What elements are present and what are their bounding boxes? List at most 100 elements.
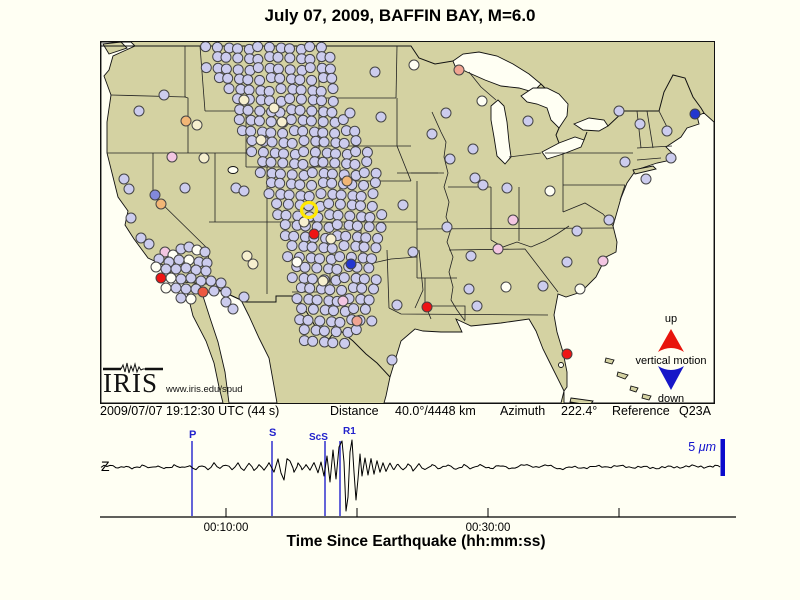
station-dot xyxy=(471,300,483,312)
tick-label: 00:10:00 xyxy=(204,522,249,534)
grid-station-dot xyxy=(356,282,368,294)
grid-station-dot xyxy=(253,115,265,127)
vertical-motion-legend: up vertical motion down xyxy=(614,313,728,409)
vancouver-island xyxy=(102,42,128,55)
grid-station-dot xyxy=(233,114,245,126)
iris-logo-waveform-icon xyxy=(103,362,163,374)
grid-station-dot xyxy=(286,272,298,284)
grid-station-dot xyxy=(366,315,378,327)
grid-station-dot xyxy=(376,209,388,221)
grid-station-dot xyxy=(360,232,372,244)
grid-station-dot xyxy=(351,220,363,232)
station-dot xyxy=(453,64,465,76)
station-dot xyxy=(173,254,185,266)
station-dot xyxy=(123,183,135,195)
grid-station-dot xyxy=(350,146,362,158)
grid-station-dot xyxy=(277,157,289,169)
grid-station-dot xyxy=(326,72,338,84)
pacific-ocean xyxy=(101,42,224,403)
grid-station-dot xyxy=(344,210,356,222)
station-dot xyxy=(640,173,652,185)
station-dot xyxy=(179,182,191,194)
grid-station-dot xyxy=(331,219,343,231)
station-dot xyxy=(441,221,453,233)
station-dot xyxy=(247,258,259,270)
grid-station-dot xyxy=(265,116,277,128)
station-dot xyxy=(268,102,280,114)
grid-station-dot xyxy=(369,177,381,189)
page-title: July 07, 2009, BAFFIN BAY, M=6.0 xyxy=(264,6,536,25)
grid-station-dot xyxy=(284,52,296,64)
station-dot xyxy=(149,189,161,201)
grid-station-dot xyxy=(242,74,254,86)
long-island xyxy=(632,165,657,175)
grid-station-dot xyxy=(304,42,316,53)
station-dot xyxy=(291,256,303,268)
grid-station-dot xyxy=(309,146,321,158)
grid-station-dot xyxy=(326,177,338,189)
station-dot xyxy=(477,179,489,191)
grid-station-dot xyxy=(326,242,338,254)
grid-station-dot xyxy=(339,337,351,349)
grid-station-dot xyxy=(370,167,382,179)
grid-station-dot xyxy=(355,190,367,202)
grid-station-dot xyxy=(298,324,310,336)
grid-station-dot xyxy=(336,284,348,296)
grid-station-dot xyxy=(274,72,286,84)
grid-station-dot xyxy=(306,74,318,86)
grid-station-dot xyxy=(363,221,375,233)
station-dot xyxy=(180,262,192,274)
grid-station-dot xyxy=(349,125,361,137)
grid-station-dot xyxy=(272,63,284,75)
grid-station-dot xyxy=(297,125,309,137)
station-dot xyxy=(165,272,177,284)
grid-station-dot xyxy=(328,305,339,317)
grid-station-dot xyxy=(324,63,336,75)
reference-ring xyxy=(299,200,319,220)
grid-station-dot xyxy=(243,84,255,96)
grid-station-dot xyxy=(291,293,303,305)
station-dot xyxy=(220,296,232,308)
grid-station-dot xyxy=(279,219,291,231)
tick-label: 00:30:00 xyxy=(466,522,511,534)
grid-station-dot xyxy=(331,263,343,275)
grid-station-dot xyxy=(306,179,318,191)
grid-station-dot xyxy=(286,137,298,149)
grid-station-dot xyxy=(294,179,306,191)
station-dot xyxy=(507,214,519,226)
grid-station-dot xyxy=(223,83,235,95)
station-dot xyxy=(317,275,329,287)
map-svg xyxy=(101,42,714,403)
station-dot xyxy=(463,283,475,295)
grid-station-dot xyxy=(284,64,296,76)
station-dot xyxy=(199,246,211,258)
grid-station-dot xyxy=(327,337,339,349)
grid-station-dot xyxy=(294,74,306,86)
grid-station-dot xyxy=(340,230,352,242)
station-dot xyxy=(175,273,187,285)
station-dot xyxy=(238,94,250,106)
grid-station-dot xyxy=(284,93,296,105)
station-dot xyxy=(613,105,625,117)
station-dot xyxy=(476,95,488,107)
station-dot xyxy=(198,152,210,164)
grid-station-dot xyxy=(286,169,298,181)
grid-station-dot xyxy=(358,273,370,285)
grid-station-dot xyxy=(299,261,311,273)
grid-station-dot xyxy=(327,83,339,95)
phase-label: ScS xyxy=(309,432,328,443)
station-dot xyxy=(200,265,212,277)
bahamas-island xyxy=(616,371,629,380)
grid-station-dot xyxy=(284,43,295,55)
grid-station-dot xyxy=(266,136,278,148)
station-dot xyxy=(170,263,182,275)
station-dot xyxy=(158,89,170,101)
station-dot xyxy=(544,185,556,197)
grid-station-dot xyxy=(304,62,316,74)
grid-station-dot xyxy=(338,240,350,252)
station-dot xyxy=(603,214,615,226)
grid-station-dot xyxy=(316,95,327,107)
station-dot xyxy=(220,286,232,298)
grid-station-dot xyxy=(211,42,223,53)
